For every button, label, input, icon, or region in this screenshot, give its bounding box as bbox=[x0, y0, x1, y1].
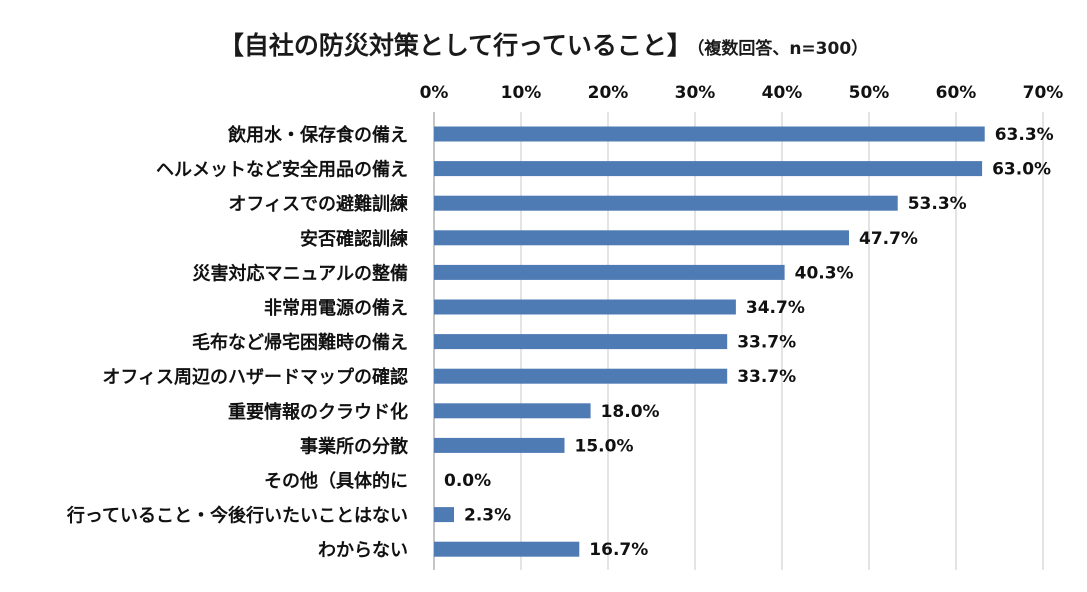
category-label: 非常用電源の備え bbox=[264, 297, 408, 319]
category-label: その他（具体的に bbox=[264, 470, 408, 492]
data-label: 18.0% bbox=[601, 402, 660, 422]
data-label: 0.0% bbox=[444, 471, 491, 491]
data-label: 40.3% bbox=[795, 263, 854, 283]
data-label: 63.3% bbox=[995, 125, 1054, 145]
category-labels: 飲用水・保存食の備えヘルメットなど安全用品の備えオフィスでの避難訓練安否確認訓練… bbox=[66, 124, 409, 561]
bar bbox=[434, 126, 985, 142]
category-label: 災害対応マニュアルの整備 bbox=[193, 262, 408, 284]
bar bbox=[434, 437, 565, 453]
bar bbox=[434, 264, 785, 280]
category-label: わからない bbox=[318, 540, 408, 561]
x-tick-label: 30% bbox=[675, 83, 716, 103]
chart-subtitle: （複数回答、n=300） bbox=[695, 39, 869, 59]
x-tick-label: 0% bbox=[420, 83, 449, 103]
category-label: 重要情報のクラウド化 bbox=[228, 401, 408, 423]
data-label: 47.7% bbox=[859, 229, 918, 249]
category-label: 行っていること・今後行いたいことはない bbox=[66, 505, 408, 527]
bars bbox=[434, 126, 985, 557]
x-tick-label: 10% bbox=[501, 83, 542, 103]
data-label: 2.3% bbox=[464, 506, 511, 526]
bar bbox=[434, 403, 591, 419]
bar bbox=[434, 161, 983, 177]
data-label: 33.7% bbox=[737, 333, 796, 353]
bar bbox=[434, 230, 849, 246]
x-tick-label: 50% bbox=[849, 83, 890, 103]
bar bbox=[434, 368, 728, 384]
bar bbox=[434, 507, 455, 523]
data-label: 34.7% bbox=[746, 298, 805, 318]
x-tick-labels: 0% 10% 20% 30% 40% 50% 60% 70% bbox=[420, 83, 1064, 103]
category-label: 毛布など帰宅困難時の備え bbox=[192, 332, 408, 354]
category-label: 飲用水・保存食の備え bbox=[227, 124, 408, 146]
data-label: 33.7% bbox=[737, 367, 796, 387]
bar bbox=[434, 334, 728, 350]
data-labels: 63.3% 63.0% 53.3% 47.7%40.3% 34.7% 33.7% 33.7%… bbox=[444, 125, 1054, 560]
x-tick-label: 20% bbox=[588, 83, 629, 103]
data-label: 16.7% bbox=[589, 540, 648, 560]
chart-title-main: 【自社の防災対策として行っていること】 bbox=[218, 31, 692, 60]
data-label: 53.3% bbox=[908, 194, 967, 214]
category-label: ヘルメットなど安全用品の備え bbox=[156, 159, 408, 181]
category-label: 事業所の分散 bbox=[300, 435, 409, 457]
data-label: 63.0% bbox=[992, 160, 1051, 180]
bar bbox=[434, 541, 580, 557]
x-tick-label: 40% bbox=[762, 83, 803, 103]
data-label: 15.0% bbox=[575, 436, 634, 456]
chart-title: 【自社の防災対策として行っていること】 （複数回答、n=300） bbox=[0, 26, 1087, 62]
x-tick-label: 70% bbox=[1023, 83, 1064, 103]
category-label: 安否確認訓練 bbox=[300, 228, 408, 250]
bar bbox=[434, 195, 898, 211]
bar bbox=[434, 299, 736, 315]
x-tick-label: 60% bbox=[936, 83, 977, 103]
category-label: オフィスでの避難訓練 bbox=[228, 193, 408, 215]
category-label: オフィス周辺のハザードマップの確認 bbox=[102, 366, 408, 388]
